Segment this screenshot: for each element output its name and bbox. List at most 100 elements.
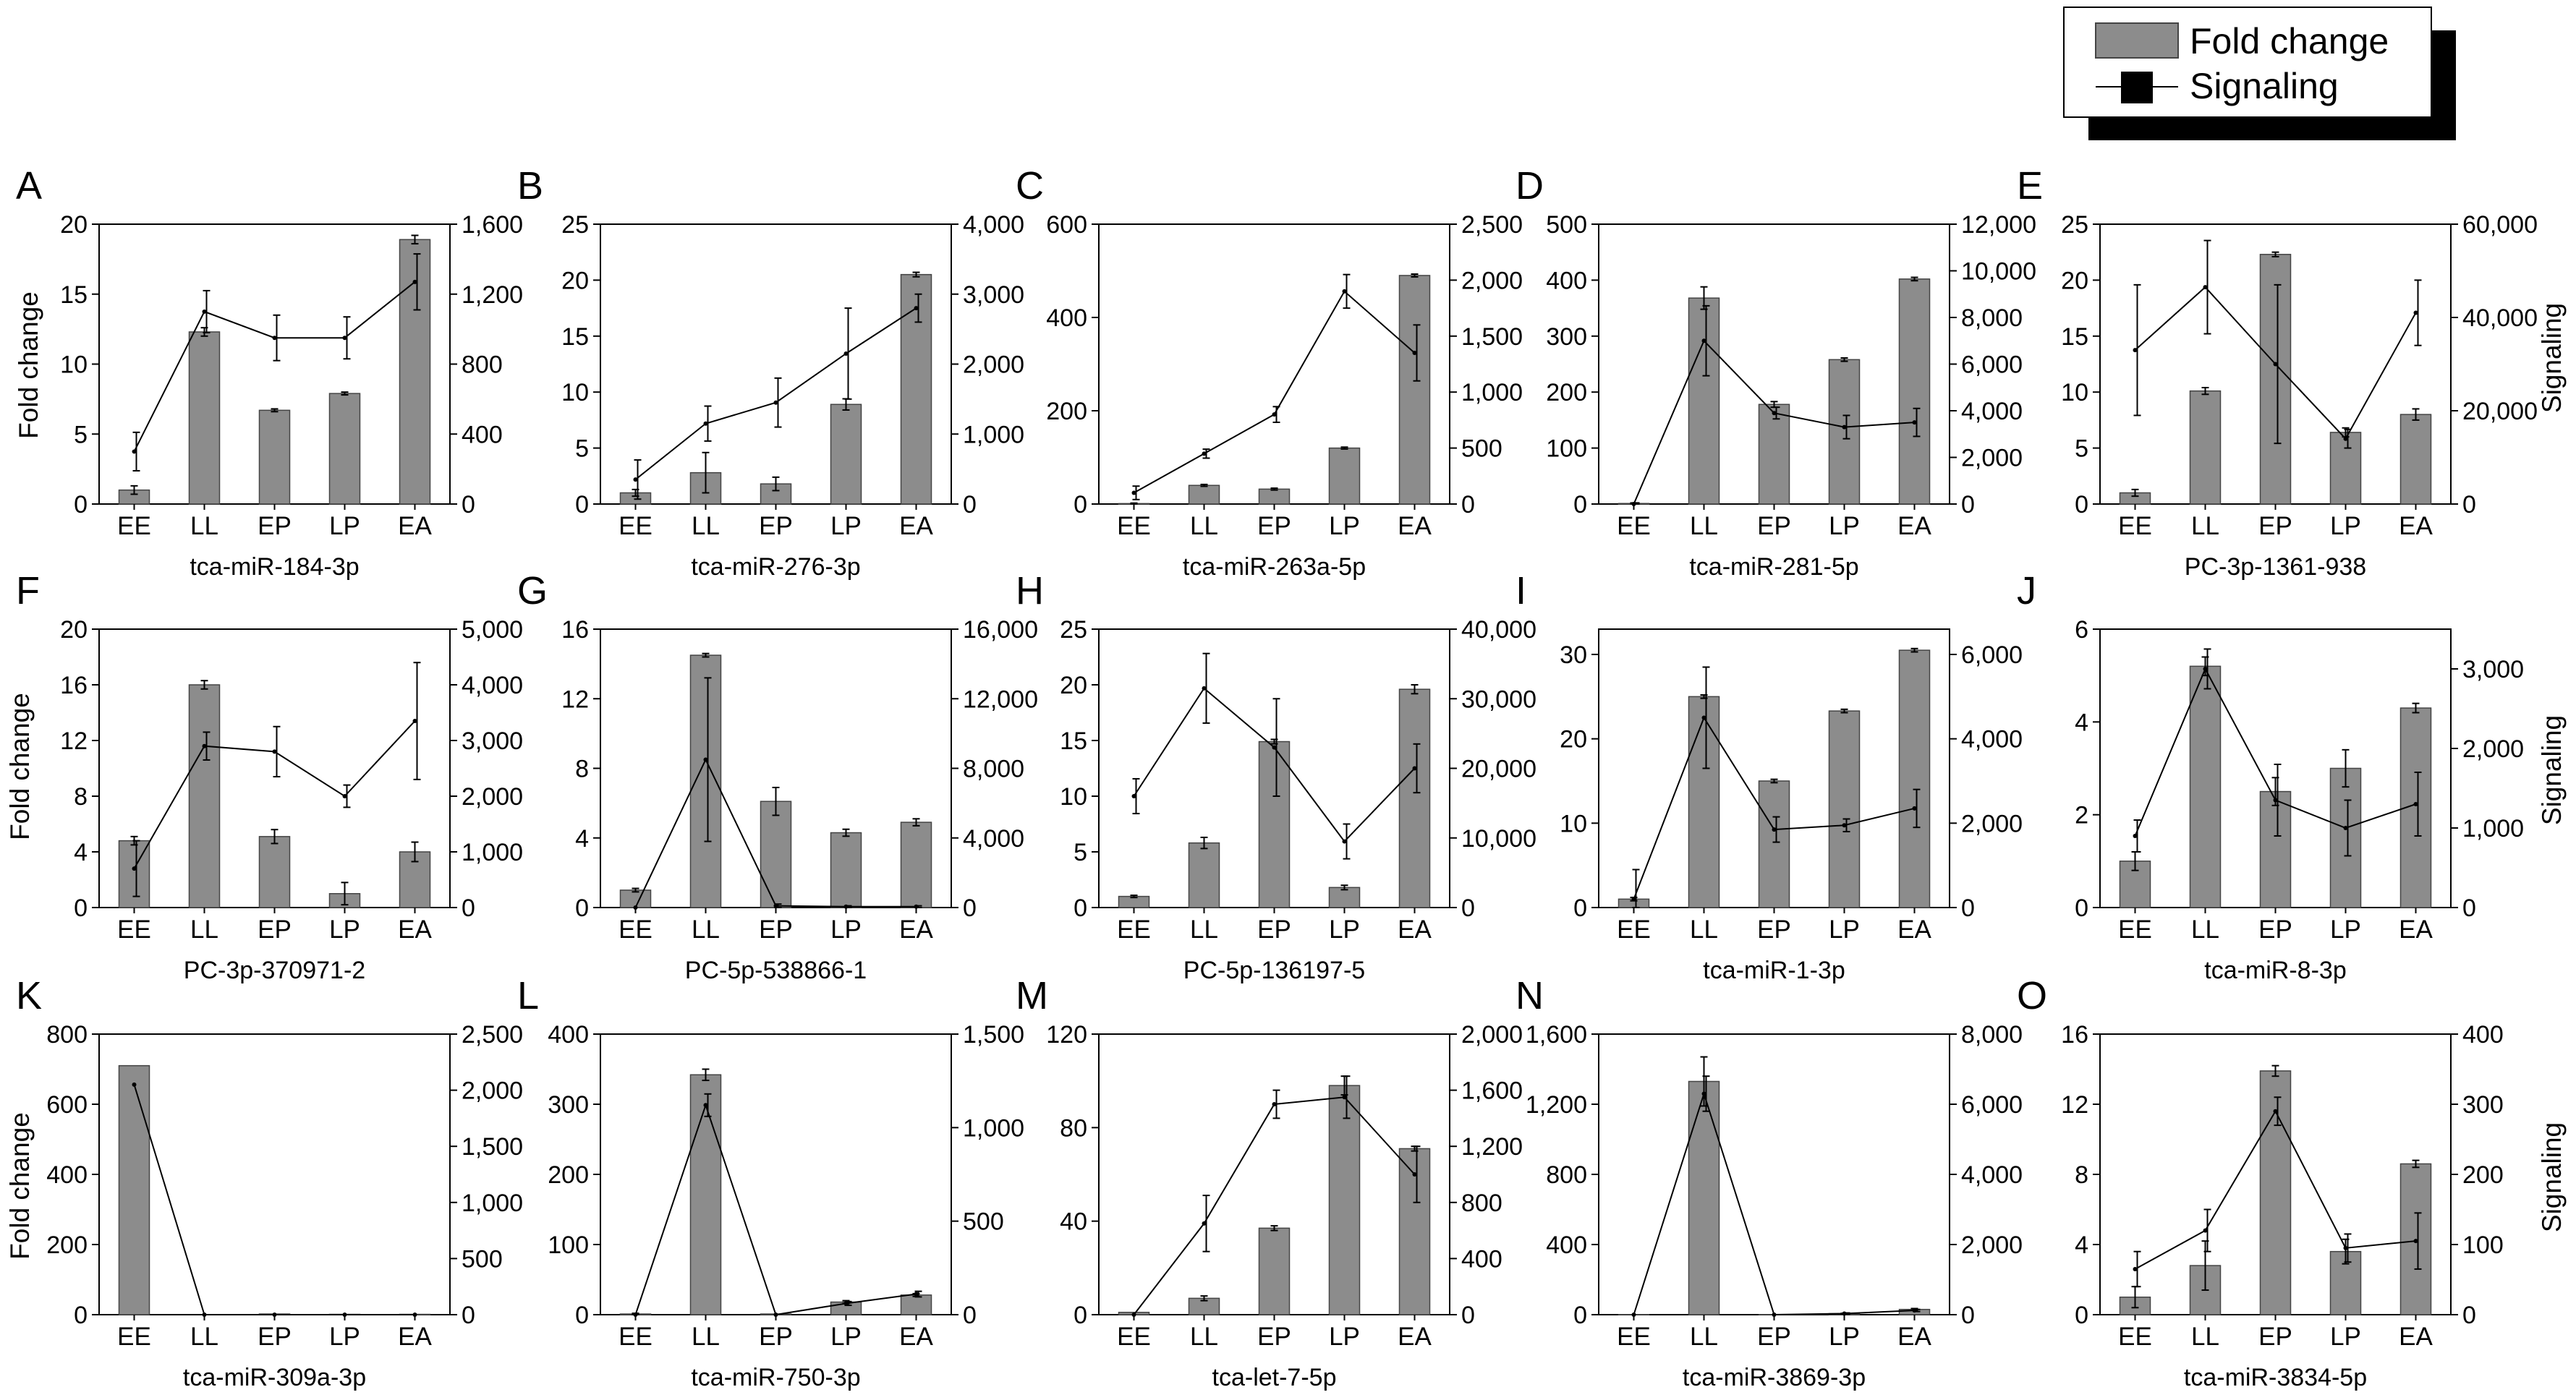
fold-bar-a (328, 393, 361, 505)
left-tick-label: 0 (1573, 491, 1587, 518)
signal-point (2413, 802, 2418, 806)
x-category-label: EA (2399, 1323, 2433, 1351)
signal-point (2273, 362, 2278, 367)
right-tick-label: 2,000 (1961, 445, 2023, 472)
right-tick-label: 5,000 (462, 616, 523, 644)
signal-point (272, 749, 277, 754)
left-tick-label: 20 (2061, 267, 2088, 294)
right-tick-label: 2,500 (1461, 211, 1523, 239)
y-title-right-row1: Signaling (2537, 303, 2567, 413)
left-tick-label: 1,200 (1526, 1091, 1587, 1119)
x-category-label: LP (2330, 1323, 2361, 1351)
panel-letter-b: B (517, 164, 543, 208)
fold-bar-k (118, 1064, 150, 1315)
right-tick-label: 0 (1961, 895, 1975, 922)
left-tick-label: 200 (1046, 398, 1087, 425)
left-tick-label: 500 (1546, 211, 1587, 239)
panel-letter-c: C (1016, 164, 1044, 208)
signal-point (2133, 348, 2138, 353)
right-tick-label: 4,000 (1961, 726, 2023, 754)
left-tick-label: 12 (2061, 1091, 2088, 1119)
panel-h: H 0 5 10 15 20 25 0 10,000 20,000 30,000 40,000 EE LL… (1016, 569, 1536, 984)
right-tick-label: 0 (2462, 895, 2476, 922)
fold-bar-c (1398, 275, 1431, 505)
left-tick-label: 0 (2075, 895, 2088, 922)
left-tick-label: 0 (575, 491, 589, 518)
panel-subtitle-e: PC-3p-1361-938 (2185, 553, 2366, 581)
x-category-label: EE (2118, 1323, 2152, 1351)
left-tick-label: 30 (1560, 641, 1587, 669)
panel-subtitle-m: tca-let-7-5p (1212, 1364, 1337, 1391)
panel-subtitle-a: tca-miR-184-3p (190, 553, 359, 581)
panel-subtitle-n: tca-miR-3869-3p (1683, 1364, 1866, 1391)
left-tick-label: 5 (575, 435, 589, 463)
right-tick-label: 500 (462, 1245, 503, 1273)
signal-point (1342, 839, 1347, 844)
left-tick-label: 200 (46, 1232, 88, 1259)
x-category-label: EP (759, 512, 793, 540)
right-tick-label: 500 (963, 1208, 1004, 1236)
x-category-label: EE (1117, 512, 1151, 540)
signal-point (2343, 826, 2348, 830)
right-tick-label: 800 (1461, 1190, 1502, 1217)
right-tick-label: 1,500 (963, 1021, 1024, 1049)
left-tick-label: 15 (60, 281, 88, 309)
signal-point (1131, 490, 1136, 495)
fold-bar-n (1688, 1080, 1720, 1315)
legend-signaling-label: Signaling (2190, 66, 2339, 106)
signal-point (843, 904, 849, 909)
left-tick-label: 400 (1546, 1232, 1587, 1259)
fold-bar-a (258, 409, 291, 505)
left-tick-label: 16 (561, 616, 589, 644)
x-category-label: EP (2258, 915, 2292, 944)
fold-bar-m (1258, 1227, 1291, 1315)
fold-bar-l (900, 1294, 932, 1315)
x-category-label: EA (899, 1323, 933, 1351)
left-tick-label: 12 (60, 727, 88, 755)
x-category-label: EP (1257, 915, 1291, 944)
fold-bar-l (689, 1074, 722, 1315)
left-tick-label: 0 (2075, 491, 2088, 518)
x-category-label: LL (692, 1323, 720, 1351)
x-category-label: EE (117, 512, 151, 540)
signal-point (412, 279, 417, 284)
signal-point (2273, 798, 2278, 803)
panel-letter-n: N (1516, 974, 1544, 1017)
right-tick-label: 2,000 (963, 351, 1024, 379)
x-category-label: EP (759, 915, 793, 944)
plot-frame-k (98, 1033, 451, 1315)
signal-point (202, 309, 207, 314)
right-tick-label: 8,000 (963, 756, 1024, 783)
right-tick-label: 1,600 (462, 211, 523, 239)
left-tick-label: 20 (1060, 672, 1087, 699)
right-tick-label: 0 (462, 895, 475, 922)
x-category-label: EA (1897, 1323, 1931, 1351)
left-tick-label: 4 (575, 825, 589, 853)
fold-bar-f (188, 684, 221, 908)
signal-point (633, 905, 638, 910)
panel-subtitle-f: PC-3p-370971-2 (184, 957, 365, 984)
x-category-label: LP (1329, 915, 1360, 944)
panel-k: K 0 200 400 600 800 0 500 1,000 1,500 2,000 2,500 EE… (16, 974, 523, 1391)
fold-bar-o (2259, 1070, 2292, 1315)
left-tick-label: 25 (2061, 211, 2088, 239)
panel-e: E 0 5 10 15 20 25 0 20,000 40,000 60,000 EE LL EP LP EA… (2017, 164, 2538, 581)
panel-a: A 0 5 10 15 20 0 400 800 1,200 1,600 EE LL EP LP EA tca-… (16, 164, 523, 581)
plot-frame-l (600, 1033, 952, 1315)
signal-point (703, 757, 708, 762)
panel-subtitle-d: tca-miR-281-5p (1689, 553, 1858, 581)
signal-point (1842, 823, 1847, 828)
signal-point (2343, 1245, 2348, 1250)
fold-bar-a (399, 239, 431, 505)
x-category-label: LL (1190, 915, 1218, 944)
left-tick-label: 0 (74, 491, 88, 518)
fold-bar-a (188, 331, 221, 505)
right-tick-label: 1,000 (462, 839, 523, 866)
signal-point (1772, 827, 1777, 832)
panel-letter-j: J (2017, 569, 2036, 612)
left-tick-label: 5 (74, 421, 88, 448)
right-tick-label: 2,000 (1461, 1021, 1523, 1049)
panel-c: C 0 200 400 600 0 500 1,000 1,500 2,000 2,500 EE LL E… (1016, 164, 1523, 581)
x-category-label: LP (1829, 512, 1860, 540)
